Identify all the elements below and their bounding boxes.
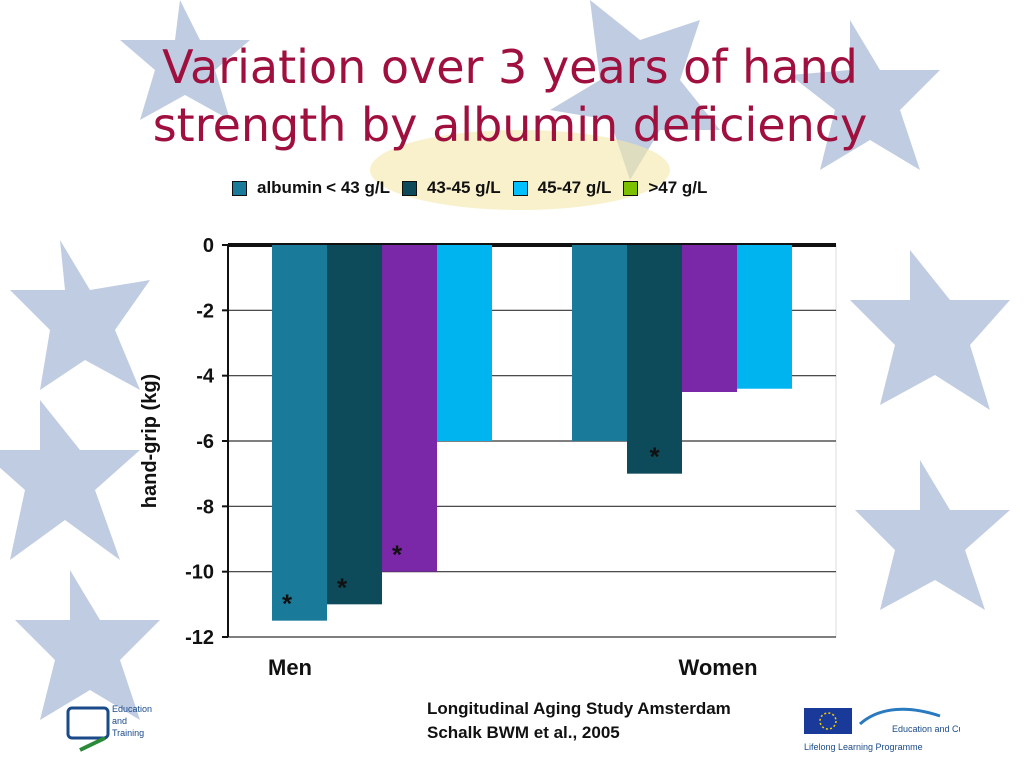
x-category-label: Men bbox=[268, 655, 312, 680]
legend-swatch bbox=[623, 180, 639, 196]
bar bbox=[382, 245, 437, 572]
significance-marker: * bbox=[649, 442, 660, 472]
citation-line-1: Longitudinal Aging Study Amsterdam bbox=[427, 699, 731, 718]
swoosh-icon bbox=[858, 707, 941, 726]
legend-label: >47 g/L bbox=[648, 178, 708, 197]
star-icon bbox=[10, 240, 150, 390]
logo-text-2: and bbox=[112, 716, 127, 726]
legend-item: >47 g/L bbox=[623, 178, 707, 198]
y-tick-label: -12 bbox=[185, 627, 214, 649]
star-icon bbox=[850, 250, 1010, 410]
citation: Longitudinal Aging Study Amsterdam Schal… bbox=[427, 697, 731, 745]
bar bbox=[272, 245, 327, 621]
bar bbox=[737, 245, 792, 389]
legend-item: 45-47 g/L bbox=[512, 178, 612, 198]
legend-swatch bbox=[401, 180, 417, 196]
star-icon bbox=[550, 0, 720, 180]
lifelong-learning-logo: Education and Culture DG Lifelong Learni… bbox=[804, 707, 960, 752]
bar bbox=[627, 245, 682, 474]
legend-swatch bbox=[232, 180, 247, 196]
y-tick-label: -6 bbox=[196, 431, 214, 453]
bar bbox=[572, 245, 627, 441]
monitor-icon bbox=[66, 706, 110, 740]
pencil-icon bbox=[79, 736, 106, 752]
significance-marker: * bbox=[282, 589, 293, 619]
bar bbox=[327, 245, 382, 605]
bar-chart: 0 -2 -4 -6 -8 -10 -12 hand-grip (kg) Men Women * * *… bbox=[139, 235, 837, 680]
logo-programme-text: Lifelong Learning Programme bbox=[804, 742, 923, 752]
star-icon bbox=[855, 460, 1010, 610]
significance-marker: * bbox=[337, 572, 348, 602]
star-icon bbox=[120, 0, 250, 120]
legend-prefix: albumin bbox=[257, 178, 323, 197]
bar bbox=[682, 245, 737, 392]
y-axis-label: hand-grip (kg) bbox=[139, 374, 161, 508]
star-icon bbox=[15, 570, 160, 720]
legend-swatch bbox=[512, 180, 528, 196]
bar bbox=[437, 245, 492, 441]
y-tick-label: -10 bbox=[185, 562, 214, 584]
legend-item: 43-45 g/L bbox=[401, 178, 501, 198]
star-icon bbox=[790, 20, 940, 170]
y-tick-label: -2 bbox=[196, 300, 214, 322]
slide-title: Variation over 3 years of hand strength … bbox=[152, 40, 868, 152]
legend-label: 43-45 g/L bbox=[426, 178, 501, 197]
chart-legend: albumin < 43 g/L 43-45 g/L 45-47 g/L >47… bbox=[232, 178, 719, 198]
citation-line-2: Schalk BWM et al., 2005 bbox=[427, 723, 620, 742]
logo-dg-text: Education and Culture DG bbox=[892, 724, 960, 734]
legend-label: 45-47 g/L bbox=[537, 178, 612, 197]
eu-flag-icon bbox=[804, 708, 852, 734]
y-tick-label: -8 bbox=[196, 496, 214, 518]
star-icon bbox=[0, 400, 140, 560]
education-training-logo: Education and Training bbox=[66, 704, 152, 752]
logo-text-1: Education bbox=[112, 704, 152, 714]
legend-label: < 43 g/L bbox=[326, 178, 390, 197]
y-tick-label: 0 bbox=[203, 235, 214, 257]
y-tick-label: -4 bbox=[196, 366, 215, 388]
x-category-label: Women bbox=[678, 655, 757, 680]
legend-item: albumin < 43 g/L bbox=[232, 178, 390, 198]
significance-marker: * bbox=[392, 540, 403, 570]
logo-text-3: Training bbox=[112, 728, 144, 738]
